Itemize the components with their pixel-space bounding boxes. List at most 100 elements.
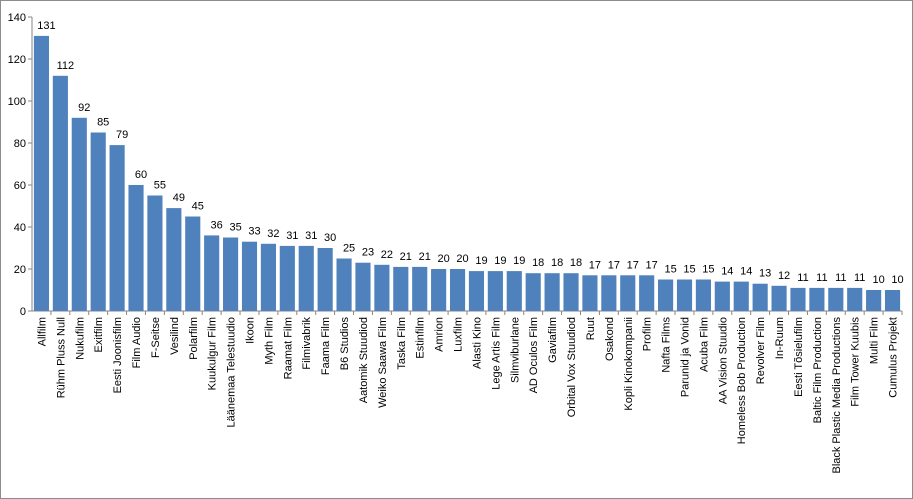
bar <box>809 288 824 311</box>
bar <box>53 76 68 311</box>
category-label: Film Tower Kuubis <box>850 317 862 407</box>
data-label: 49 <box>173 192 185 204</box>
data-label: 15 <box>683 264 695 276</box>
bar <box>242 242 257 311</box>
bar <box>790 288 805 311</box>
bar <box>507 271 522 311</box>
data-label: 55 <box>154 180 166 192</box>
data-label: 19 <box>475 255 487 267</box>
data-label: 45 <box>192 201 204 213</box>
bar <box>601 275 616 311</box>
bar <box>715 282 730 311</box>
category-label: Black Plastic Media Productions <box>831 317 843 474</box>
data-label: 14 <box>740 266 752 278</box>
data-label: 30 <box>324 232 336 244</box>
category-label: Cumulus Projekt <box>888 317 900 398</box>
data-label: 18 <box>532 257 544 269</box>
y-tick-label: 20 <box>14 264 26 276</box>
data-label: 23 <box>362 247 374 259</box>
bar <box>261 244 276 311</box>
bar <box>280 246 295 311</box>
category-label: Silmviburlane <box>509 317 521 383</box>
y-tick-label: 120 <box>8 54 26 66</box>
y-tick-label: 140 <box>8 12 26 24</box>
bar <box>772 286 787 311</box>
data-label: 11 <box>835 272 846 284</box>
data-label: 17 <box>589 259 601 271</box>
bar <box>545 273 560 311</box>
bar <box>753 284 768 311</box>
data-label: 92 <box>78 102 90 114</box>
y-tick-label: 80 <box>14 138 26 150</box>
category-label: Exitfilm <box>93 317 105 352</box>
bar <box>91 133 106 312</box>
bar <box>166 208 181 311</box>
category-label: Gaviafilm <box>547 317 559 363</box>
data-label: 11 <box>797 272 808 284</box>
bar <box>147 196 162 312</box>
category-labels: AllfilmRühm Pluss NullNukufilmExitfilmEe… <box>36 311 902 474</box>
category-label: In-Ruum <box>774 317 786 359</box>
category-label: Estinfilm <box>415 317 427 359</box>
bar <box>677 280 692 312</box>
category-label: Amrion <box>434 317 446 352</box>
y-tick-label: 100 <box>8 96 26 108</box>
category-label: Homeless Bob Production <box>736 317 748 444</box>
category-label: Myth Film <box>263 317 275 365</box>
y-tick-label: 40 <box>14 222 26 234</box>
data-label: 31 <box>305 230 317 242</box>
bar <box>734 282 749 311</box>
category-label: Acuba Film <box>698 317 710 372</box>
data-label: 11 <box>816 272 827 284</box>
y-tick-label: 60 <box>14 180 26 192</box>
data-label: 20 <box>438 253 450 265</box>
data-label: 33 <box>248 226 260 238</box>
data-label: 21 <box>419 251 431 263</box>
bar <box>412 267 427 311</box>
bar <box>110 145 125 311</box>
category-label: Polarfilm <box>188 317 200 360</box>
data-label: 17 <box>608 259 620 271</box>
category-label: Parunid ja Vonid <box>680 317 692 397</box>
data-label: 25 <box>343 243 355 255</box>
data-label: 112 <box>57 60 75 72</box>
category-label: Ruut <box>585 317 597 340</box>
category-label: Eesti Joonisfilm <box>112 317 124 393</box>
data-label: 22 <box>381 249 393 261</box>
data-label: 21 <box>400 251 412 263</box>
bar <box>374 265 389 311</box>
bar <box>582 275 597 311</box>
category-label: B6 Studios <box>339 317 351 371</box>
data-label: 10 <box>891 274 903 286</box>
bar <box>128 185 143 311</box>
category-label: Luxfilm <box>453 317 465 352</box>
category-label: Orbital Vox Stuudiod <box>566 317 578 417</box>
category-label: Eesti Tõsielufilm <box>793 317 805 397</box>
bar <box>185 217 200 312</box>
bar <box>431 269 446 311</box>
bar <box>526 273 541 311</box>
data-label: 131 <box>37 20 55 32</box>
category-label: Nukufilm <box>74 317 86 360</box>
category-label: Taska Film <box>396 317 408 370</box>
bar <box>639 275 654 311</box>
bar <box>620 275 635 311</box>
data-label: 18 <box>570 257 582 269</box>
data-label: 15 <box>702 264 714 276</box>
category-label: Weiko Saawa Film <box>377 317 389 408</box>
bar <box>450 269 465 311</box>
category-label: AA Vision Stuudio <box>717 317 729 404</box>
data-label: 19 <box>513 255 525 267</box>
category-label: Filmivabrik <box>301 317 313 370</box>
bar <box>828 288 843 311</box>
y-axis-ticks: 020406080100120140 <box>8 12 32 318</box>
bar <box>299 246 314 311</box>
category-label: Nafta Films <box>661 317 673 373</box>
category-label: Raamat Film <box>282 317 294 379</box>
category-label: F-Seitse <box>150 317 162 358</box>
category-label: Lege Artis Film <box>490 317 502 390</box>
bar <box>318 248 333 311</box>
data-label: 11 <box>854 272 865 284</box>
data-label: 32 <box>267 228 279 240</box>
